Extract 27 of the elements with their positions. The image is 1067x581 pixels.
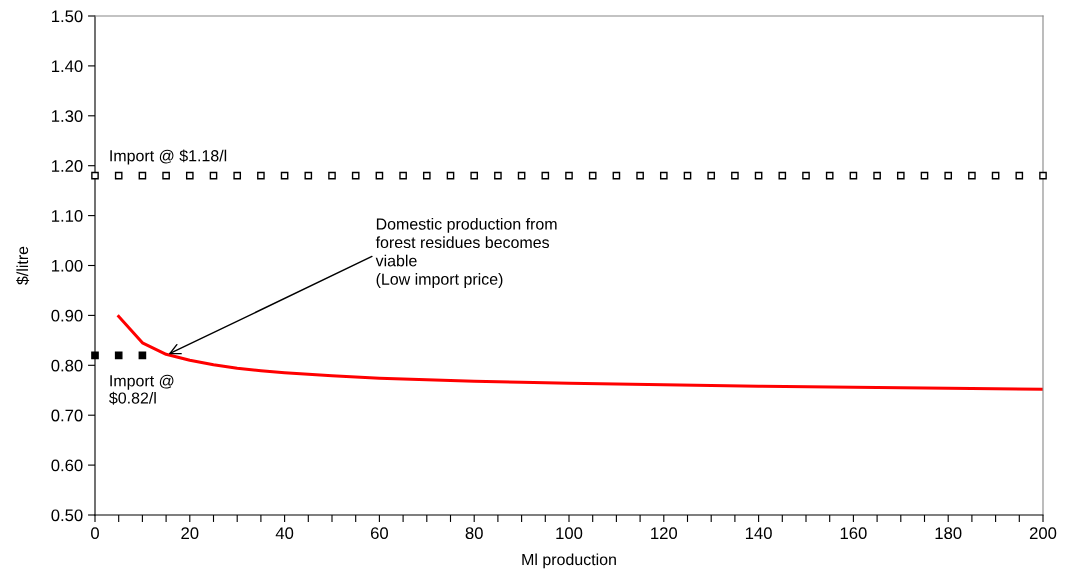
x-tick-label: 20 (181, 527, 199, 540)
y-tick-label: 0.70 (51, 409, 83, 422)
series-label: Import @ $0.82/l (109, 374, 174, 405)
y-tick-label: 1.10 (52, 210, 83, 222)
x-tick-label: 100 (556, 527, 583, 540)
y-tick-label: 0.60 (51, 459, 83, 472)
x-tick-label: 80 (465, 527, 483, 540)
y-tick-label: 0.50 (51, 509, 83, 522)
y-tick-label: 1.20 (52, 160, 83, 172)
x-tick-label: 0 (91, 527, 99, 540)
x-tick-label: 140 (745, 527, 772, 540)
y-tick-label: 1.50 (52, 10, 83, 23)
series-label: Import @ $1.18/l (110, 149, 227, 165)
annotation: Domestic production from forest residues becomes viable (Low import price) (375, 217, 557, 288)
x-tick-label: 160 (840, 527, 867, 540)
x-tick-label: 120 (651, 527, 678, 540)
x-tick-label: 180 (935, 527, 962, 540)
y-axis-title: $/litre (16, 246, 30, 285)
y-tick-label: 1.40 (52, 60, 83, 73)
y-tick-label: 0.90 (51, 309, 83, 322)
y-tick-label: 1.30 (52, 110, 83, 122)
x-tick-label: 40 (275, 527, 294, 540)
x-tick-label: 200 (1029, 527, 1057, 540)
y-tick-label: 0.80 (51, 359, 83, 372)
x-tick-label: 60 (370, 527, 389, 540)
x-axis-title: Ml production (522, 553, 616, 569)
y-tick-label: 1.00 (52, 259, 83, 272)
